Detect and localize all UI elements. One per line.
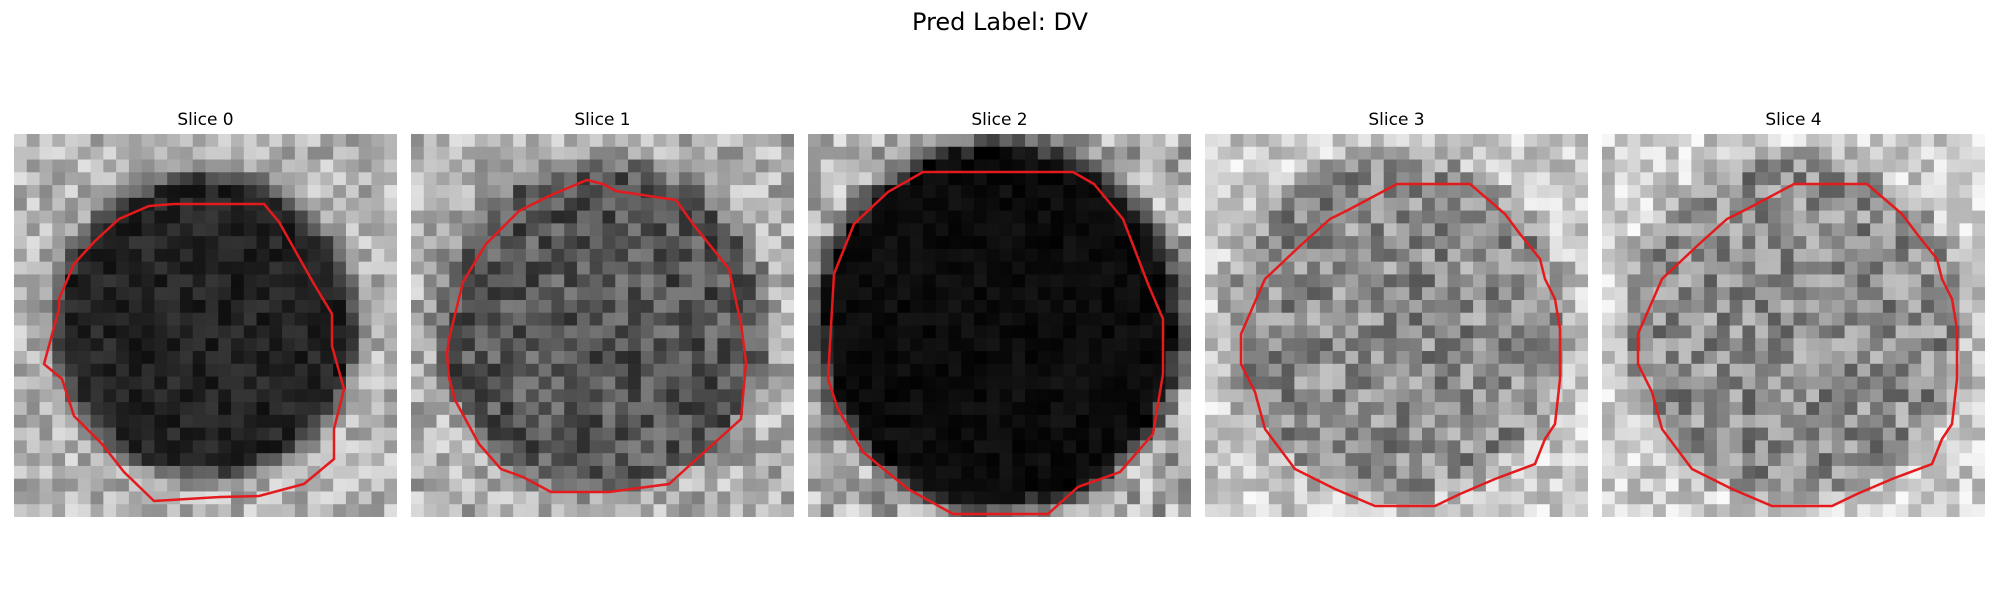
segmentation-contour — [1239, 182, 1562, 508]
slice-title: Slice 0 — [177, 110, 234, 130]
slice-title: Slice 2 — [971, 110, 1028, 130]
slice-image — [14, 134, 397, 517]
slice-image — [1602, 134, 1985, 517]
segmentation-contour — [445, 178, 748, 494]
slice-panel-4: Slice 4 — [1602, 108, 1985, 517]
figure-title: Pred Label: DV — [912, 8, 1088, 36]
slice-panel-0: Slice 0 — [14, 108, 397, 517]
segmentation-contour — [1636, 182, 1959, 508]
slice-title: Slice 3 — [1368, 110, 1425, 130]
slice-image — [1205, 134, 1588, 517]
slice-panel-3: Slice 3 — [1205, 108, 1588, 517]
slice-panel-1: Slice 1 — [411, 108, 794, 517]
slice-title: Slice 1 — [574, 110, 631, 130]
segmentation-contour — [42, 202, 346, 503]
segmentation-contour — [826, 170, 1165, 516]
slice-title: Slice 4 — [1765, 110, 1822, 130]
slice-panel-2: Slice 2 — [808, 108, 1191, 517]
slice-image — [411, 134, 794, 517]
slice-image — [808, 134, 1191, 517]
